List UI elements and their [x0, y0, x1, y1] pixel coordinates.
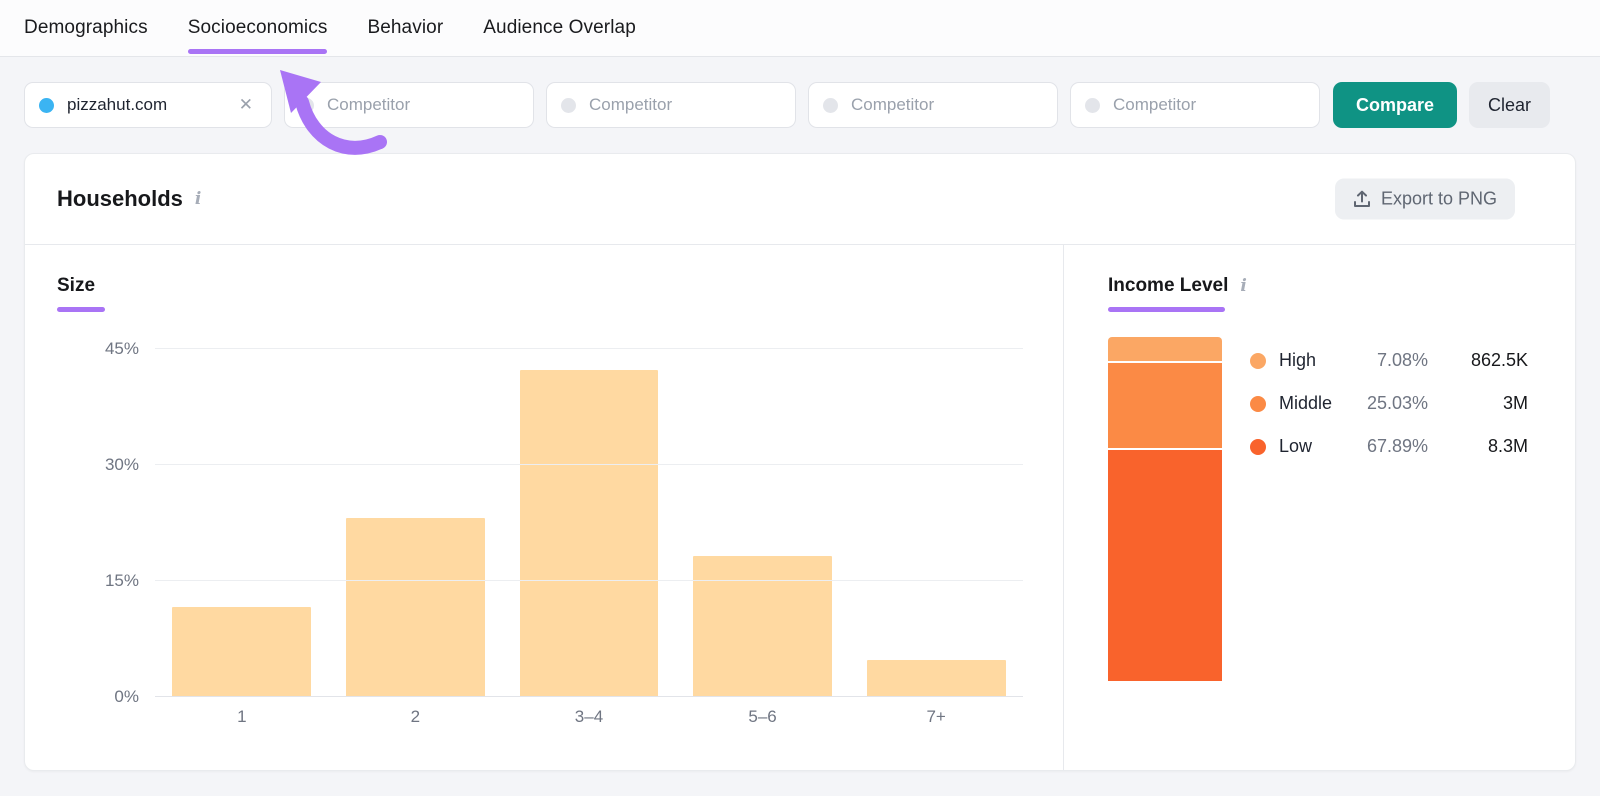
income-level-section: Income Level i High 7.08% 862.5K Middle 25.0…	[1063, 245, 1575, 770]
card-title: Households	[57, 186, 183, 211]
size-bar-chart: 0% 15% 30% 45%	[57, 339, 1023, 706]
size-title: Size	[57, 275, 96, 296]
export-png-button[interactable]: Export to PNG	[1334, 178, 1515, 220]
income-legend: High 7.08% 862.5K Middle 25.03% 3M Low 67.89% 8.…	[1250, 337, 1528, 681]
competitor-dot-icon	[561, 97, 576, 113]
legend-label: High	[1279, 350, 1317, 370]
filter-row: pizzahut.com ✕ Compare Clear	[24, 82, 1576, 128]
income-level-info-icon[interactable]: i	[1240, 276, 1247, 296]
y-tick-label: 30%	[104, 455, 139, 474]
competitor-input-3[interactable]	[808, 82, 1058, 128]
income-segment-low	[1108, 450, 1222, 682]
income-title-underline	[1108, 307, 1225, 312]
gridline	[155, 580, 1023, 581]
card-header: Households i Export to PNG	[25, 154, 1575, 245]
export-icon	[1353, 190, 1370, 207]
size-bar-5–6	[693, 556, 833, 697]
competitor-dot-icon	[1085, 97, 1100, 113]
competitor-input-4[interactable]	[1070, 82, 1320, 128]
x-tick-label: 1	[237, 707, 247, 726]
size-bar-3–4	[519, 369, 659, 697]
tab-audience-overlap[interactable]: Audience Overlap	[483, 17, 636, 38]
x-tick-label: 3–4	[574, 707, 604, 726]
income-stacked-bar	[1108, 337, 1222, 682]
legend-value: 862.5K	[1470, 350, 1529, 370]
size-title-underline	[57, 307, 105, 312]
legend-row-middle: Middle 25.03% 3M	[1250, 382, 1528, 425]
remove-target-icon[interactable]: ✕	[238, 95, 253, 114]
gridline	[155, 348, 1023, 349]
legend-value: 3M	[1503, 393, 1529, 413]
income-level-title: Income Level	[1108, 275, 1229, 296]
legend-value: 8.3M	[1488, 436, 1529, 456]
legend-dot-icon	[1250, 352, 1266, 369]
competitor-field-4[interactable]	[1113, 95, 1305, 115]
clear-button[interactable]: Clear	[1469, 82, 1551, 128]
size-section: Size 0% 15% 30% 45% 1 2 3–4 5–6 7+	[25, 245, 1063, 770]
x-axis-labels: 1 2 3–4 5–6 7+	[57, 707, 1023, 727]
competitor-field-3[interactable]	[851, 95, 1043, 115]
export-label: Export to PNG	[1380, 188, 1497, 209]
legend-percent: 7.08%	[1376, 350, 1429, 370]
size-bar-7+	[866, 659, 1006, 697]
legend-row-high: High 7.08% 862.5K	[1250, 339, 1528, 382]
competitor-dot-icon	[299, 97, 314, 113]
legend-label: Middle	[1279, 393, 1333, 413]
competitor-dot-icon	[823, 97, 838, 113]
tab-socioeconomics[interactable]: Socioeconomics	[187, 0, 328, 56]
competitor-input-2[interactable]	[546, 82, 796, 128]
income-segment-middle	[1108, 363, 1222, 449]
compare-button[interactable]: Compare	[1333, 82, 1458, 128]
y-tick-label: 15%	[104, 571, 139, 590]
competitor-field-2[interactable]	[589, 95, 781, 115]
tab-behavior[interactable]: Behavior	[367, 17, 444, 38]
tab-demographics[interactable]: Demographics	[24, 17, 148, 38]
x-tick-label: 7+	[926, 707, 946, 726]
tab-bar: Demographics Socioeconomics Behavior Audien…	[0, 0, 1600, 57]
gridline	[155, 464, 1023, 465]
competitor-input-1[interactable]	[284, 82, 534, 128]
households-card: Households i Export to PNG Size 0% 15% 30%…	[24, 153, 1576, 771]
target-domain-label: pizzahut.com	[67, 95, 168, 114]
size-bar-2	[345, 517, 485, 697]
size-bar-1	[172, 606, 312, 697]
households-info-icon[interactable]: i	[194, 189, 202, 209]
legend-percent: 67.89%	[1366, 436, 1429, 456]
competitor-field-1[interactable]	[327, 95, 519, 115]
y-tick-label: 45%	[104, 339, 139, 358]
tab-list: Demographics Socioeconomics Behavior Audien…	[24, 0, 636, 56]
target-dot-icon	[39, 97, 54, 113]
y-axis: 0% 15% 30% 45%	[57, 339, 155, 706]
plot-area	[155, 348, 1023, 697]
income-segment-high	[1108, 337, 1222, 362]
x-tick-label: 2	[410, 707, 421, 726]
card-body: Size 0% 15% 30% 45% 1 2 3–4 5–6 7+ Income Level…	[25, 245, 1575, 770]
legend-dot-icon	[1250, 438, 1266, 455]
gridline	[155, 696, 1023, 697]
legend-dot-icon	[1250, 395, 1266, 412]
target-domain-chip[interactable]: pizzahut.com ✕	[24, 82, 272, 128]
y-tick-label: 0%	[114, 687, 139, 706]
income-level-chart: High 7.08% 862.5K Middle 25.03% 3M Low 67.89% 8.…	[1108, 337, 1528, 682]
x-tick-label: 5–6	[748, 707, 777, 726]
legend-row-low: Low 67.89% 8.3M	[1250, 425, 1528, 468]
legend-label: Low	[1279, 436, 1313, 456]
legend-percent: 25.03%	[1366, 393, 1429, 413]
